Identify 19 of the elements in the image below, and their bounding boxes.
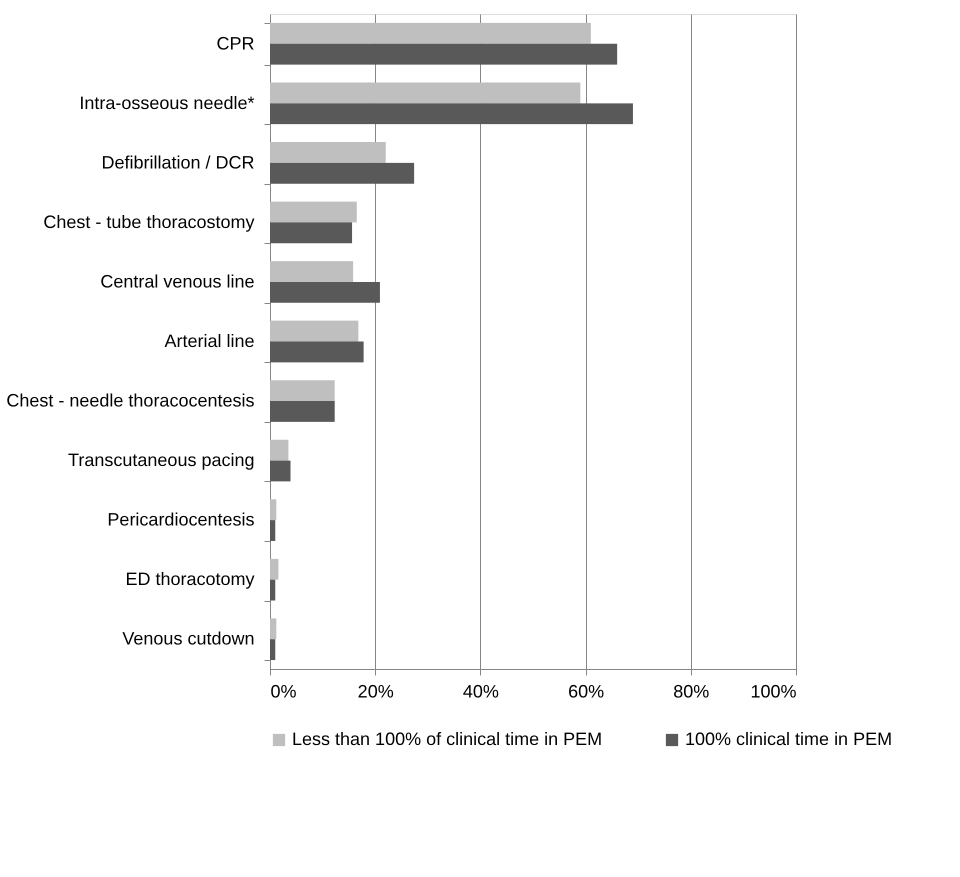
y-tick-label: Chest - tube thoracostomy (43, 212, 254, 232)
x-tick-label: 40% (462, 682, 499, 702)
y-tick-label: CPR (216, 33, 254, 54)
x-tick-label: 80% (673, 682, 710, 702)
y-tick-label: Defibrillation / DCR (101, 152, 254, 172)
y-tick-label: Intra-osseous needle* (79, 92, 254, 113)
y-tick-label: Chest - needle thoracocentesis (6, 390, 254, 411)
y-tick-label: Venous cutdown (122, 628, 254, 649)
y-tick-label: Arterial line (164, 331, 254, 351)
y-tick-label: Pericardiocentesis (107, 510, 254, 530)
legend-label: Less than 100% of clinical time in PEM (292, 729, 602, 749)
y-tick-label: ED thoracotomy (125, 569, 254, 590)
x-tick-label: 20% (358, 682, 394, 702)
legend-label: 100% clinical time in PEM (685, 729, 892, 749)
y-tick-label: Central venous line (100, 271, 254, 292)
x-tick-label: 0% (270, 682, 297, 702)
y-tick-label: Transcutaneous pacing (68, 450, 254, 470)
x-tick-label: 60% (568, 682, 604, 702)
x-tick-label: 100% (750, 682, 796, 702)
